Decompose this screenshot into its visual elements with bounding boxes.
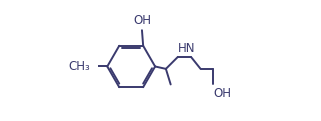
Text: OH: OH — [133, 14, 151, 27]
Text: OH: OH — [213, 87, 231, 100]
Text: HN: HN — [178, 42, 196, 55]
Text: CH₃: CH₃ — [68, 60, 90, 73]
